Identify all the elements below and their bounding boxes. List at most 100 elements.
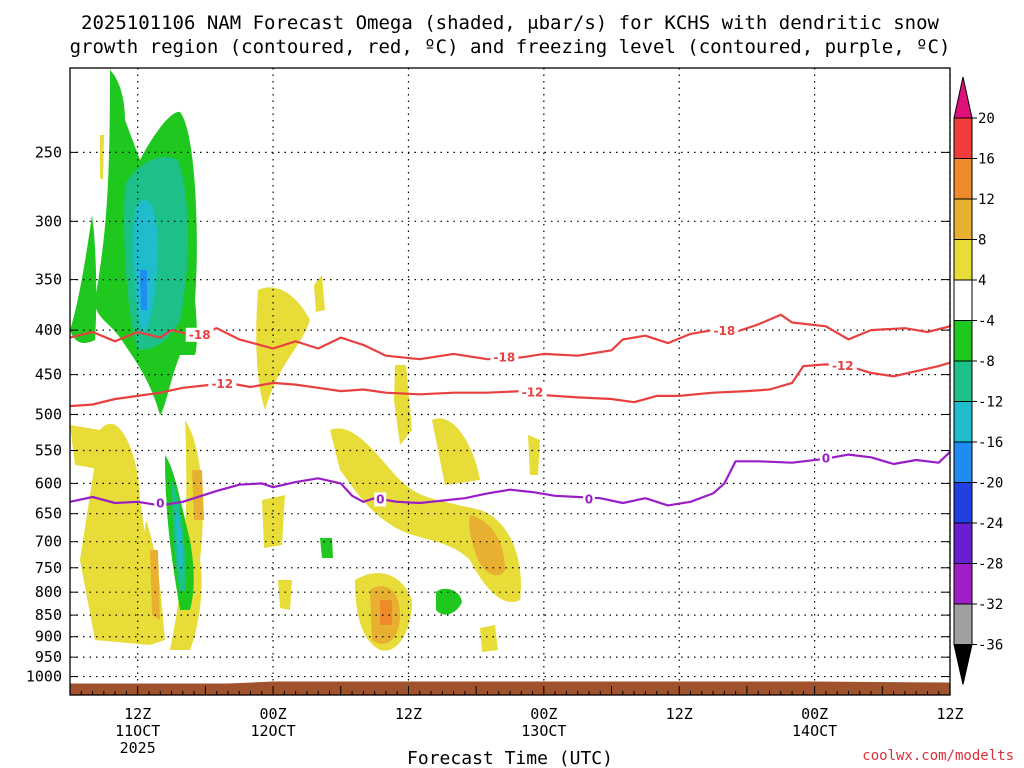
pressure-axis: 250 300 350 400 450 500 550 600 650 700 750 800 850 9… bbox=[26, 143, 950, 686]
freezing-level-label-bg bbox=[582, 492, 595, 507]
shade-positive-omega bbox=[262, 495, 285, 548]
time-tick-label: 00Z bbox=[260, 705, 287, 723]
dgz-minus12-label-bg bbox=[518, 385, 547, 400]
pressure-tick-label: 850 bbox=[35, 606, 62, 624]
shade-negative-omega bbox=[436, 588, 462, 615]
dgz-minus18-label: -18 bbox=[494, 350, 516, 364]
time-tick-label: 12Z bbox=[395, 705, 422, 723]
colorbar-bottom-arrow bbox=[953, 644, 973, 685]
dgz-minus18-label: -18 bbox=[714, 324, 736, 338]
colorbar-swatch bbox=[953, 441, 973, 483]
colorbar-tick-label: -32 bbox=[978, 597, 1003, 613]
pressure-tick-label: 1000 bbox=[26, 668, 62, 686]
colorbar-tick-label: -36 bbox=[978, 638, 1003, 654]
colorbar-tick-label: -20 bbox=[978, 476, 1003, 492]
shade-strong-negative-omega bbox=[133, 200, 158, 335]
pressure-tick-label: 300 bbox=[35, 212, 62, 230]
dgz-minus18-label: -18 bbox=[189, 328, 211, 342]
shade-positive-omega bbox=[480, 625, 498, 652]
colorbar-tick-label: -28 bbox=[978, 557, 1003, 573]
shade-positive-omega bbox=[394, 365, 412, 445]
freezing-level-label: 0 bbox=[822, 452, 830, 466]
pressure-tick-label: 500 bbox=[35, 405, 62, 423]
dgz-minus12-contour bbox=[69, 361, 951, 408]
dgz-minus12-label: -12 bbox=[211, 377, 233, 391]
chart-title-line-1: 2025101106 NAM Forecast Omega (shaded, μ… bbox=[81, 12, 939, 34]
pressure-tick-label: 750 bbox=[35, 559, 62, 577]
shade-positive-omega bbox=[432, 418, 480, 485]
time-tick-label: 13OCT bbox=[521, 722, 566, 740]
time-tick-label: 12Z bbox=[936, 705, 963, 723]
pressure-tick-label: 900 bbox=[35, 628, 62, 646]
x-axis-label: Forecast Time (UTC) bbox=[407, 748, 613, 768]
dgz-minus18-label-bg bbox=[490, 350, 519, 365]
freezing-level-label-bg bbox=[374, 492, 387, 507]
time-tick-label: 14OCT bbox=[792, 722, 837, 740]
colorbar-swatch bbox=[953, 117, 973, 159]
pressure-tick-label: 650 bbox=[35, 505, 62, 523]
freezing-level-contour bbox=[69, 451, 951, 507]
colorbar-swatch bbox=[953, 603, 973, 645]
shade-negative-omega bbox=[70, 215, 97, 343]
shade-positive-omega bbox=[107, 556, 114, 590]
dgz-minus18-label-bg bbox=[710, 324, 739, 339]
time-tick-label: 12Z bbox=[666, 705, 693, 723]
shade-extreme-negative-omega bbox=[140, 270, 147, 310]
time-tick-label: 12OCT bbox=[250, 722, 295, 740]
colorbar-swatch bbox=[953, 279, 973, 321]
dgz-minus12-label: -12 bbox=[522, 386, 544, 400]
dgz-minus12-label-bg bbox=[828, 359, 857, 374]
time-tick-label: 11OCT bbox=[115, 722, 160, 740]
colorbar-tick-label: -24 bbox=[978, 516, 1003, 532]
shade-strong-positive-omega bbox=[150, 550, 160, 620]
colorbar-swatch bbox=[953, 401, 973, 443]
shade-positive-omega bbox=[80, 423, 150, 645]
colorbar-tick-label: 12 bbox=[978, 192, 995, 208]
colorbar-tick-label: -8 bbox=[978, 354, 995, 370]
shade-positive-omega bbox=[528, 435, 540, 475]
temperature-contours: -18 -18 -18 -12 -12 -12 0 0 0 0 bbox=[69, 313, 952, 511]
omega-colorbar: 20 16 12 8 4 -4 -8 -12 -16 -20 -24 -28 -32 -36 bbox=[953, 76, 1003, 685]
pressure-tick-label: 350 bbox=[35, 271, 62, 289]
dgz-minus12-label: -12 bbox=[832, 359, 854, 373]
colorbar-tick-label: 4 bbox=[978, 273, 986, 289]
colorbar-tick-label: 20 bbox=[978, 111, 995, 127]
ground-surface bbox=[70, 681, 950, 695]
freezing-level-label-bg bbox=[819, 451, 832, 466]
omega-shading bbox=[70, 70, 540, 652]
chart-title-line-2: growth region (contoured, red, ºC) and f… bbox=[70, 36, 951, 58]
source-credit: coolwx.com/modelts bbox=[862, 748, 1014, 764]
freezing-level-label: 0 bbox=[376, 492, 384, 506]
pressure-tick-label: 800 bbox=[35, 583, 62, 601]
colorbar-swatch bbox=[953, 239, 973, 281]
colorbar-tick-label: 8 bbox=[978, 233, 986, 249]
shade-positive-omega bbox=[330, 428, 521, 602]
dgz-minus18-label-bg bbox=[185, 327, 214, 342]
shade-strong-positive-omega bbox=[469, 515, 505, 576]
colorbar-swatch bbox=[953, 320, 973, 362]
colorbar-swatch bbox=[953, 198, 973, 240]
shade-strong-positive-omega bbox=[192, 470, 204, 520]
freezing-level-label: 0 bbox=[156, 497, 164, 511]
time-tick-label: 12Z bbox=[124, 705, 151, 723]
pressure-tick-label: 600 bbox=[35, 474, 62, 492]
shade-positive-omega bbox=[278, 580, 292, 610]
shade-strong-negative-omega bbox=[176, 510, 183, 575]
pressure-tick-label: 400 bbox=[35, 321, 62, 339]
pressure-tick-label: 550 bbox=[35, 442, 62, 460]
colorbar-tick-label: -4 bbox=[978, 314, 995, 330]
shade-negative-omega bbox=[320, 538, 333, 558]
pressure-tick-label: 950 bbox=[35, 648, 62, 666]
time-tick-label: 2025 bbox=[120, 739, 156, 757]
colorbar-swatch bbox=[953, 360, 973, 402]
colorbar-swatch bbox=[953, 563, 973, 605]
time-tick-label: 00Z bbox=[530, 705, 557, 723]
colorbar-top-arrow bbox=[953, 76, 973, 119]
pressure-tick-label: 250 bbox=[35, 143, 62, 161]
pressure-tick-label: 450 bbox=[35, 366, 62, 384]
freezing-level-label-bg bbox=[154, 496, 167, 511]
ground-fill bbox=[70, 681, 950, 695]
dgz-minus12-label-bg bbox=[208, 376, 237, 391]
